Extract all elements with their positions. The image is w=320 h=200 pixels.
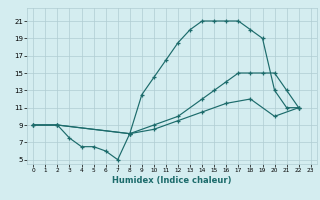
X-axis label: Humidex (Indice chaleur): Humidex (Indice chaleur) [112, 176, 232, 185]
